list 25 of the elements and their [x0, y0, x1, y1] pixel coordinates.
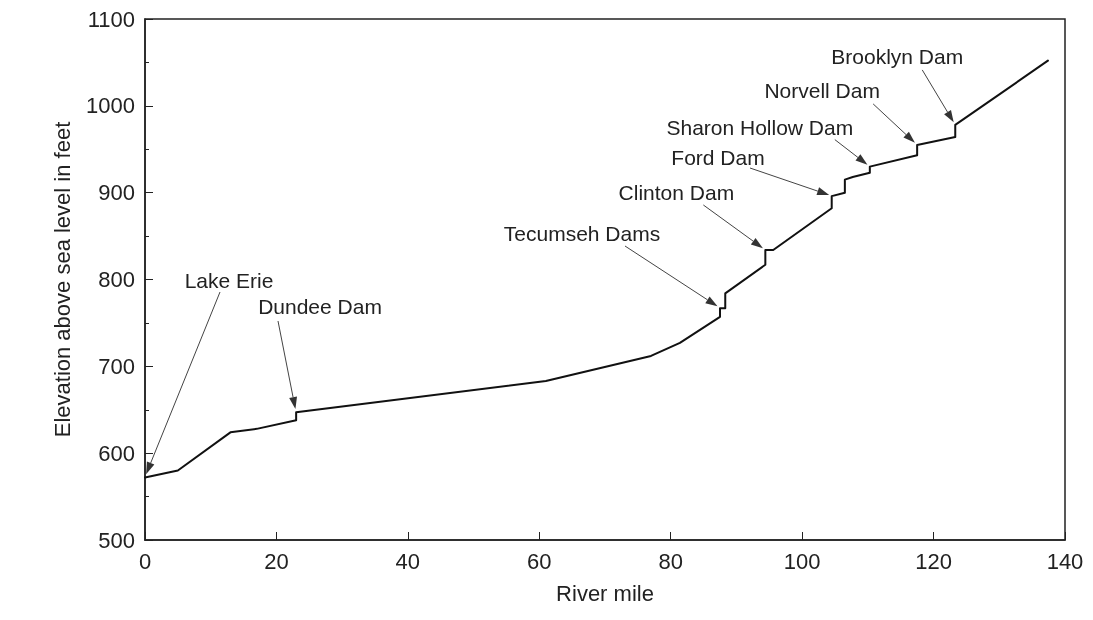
- x-tick-label: 20: [264, 548, 289, 574]
- annotation: Dundee Dam: [258, 294, 382, 318]
- annotation: Clinton Dam: [618, 181, 735, 205]
- x-tick-label: 100: [783, 548, 821, 574]
- annotation: Ford Dam: [671, 145, 765, 169]
- x-tick-label: 40: [395, 548, 421, 574]
- annotation: Brooklyn Dam: [831, 45, 964, 69]
- x-tick-label: 0: [138, 548, 152, 574]
- y-tick-label: 1000: [86, 93, 135, 119]
- y-tick-label: 1100: [87, 6, 135, 32]
- x-tick-label: 80: [658, 548, 683, 574]
- y-tick-label: 700: [98, 353, 135, 379]
- annotation: Lake Erie: [184, 268, 274, 292]
- y-tick-label: 900: [98, 180, 135, 206]
- annotation: Tecumseh Dams: [503, 221, 661, 245]
- y-tick-label: 500: [98, 527, 135, 553]
- y-tick-label: 600: [98, 440, 135, 466]
- y-axis-title: Elevation above sea level in feet: [49, 121, 75, 438]
- annotation: Sharon Hollow Dam: [666, 116, 854, 140]
- x-axis-title: River mile: [556, 580, 654, 606]
- x-tick-label: 60: [527, 548, 552, 574]
- annotation: Norvell Dam: [764, 79, 880, 103]
- x-tick-label: 140: [1046, 548, 1084, 574]
- x-tick-label: 120: [915, 548, 952, 574]
- y-tick-label: 800: [98, 267, 135, 292]
